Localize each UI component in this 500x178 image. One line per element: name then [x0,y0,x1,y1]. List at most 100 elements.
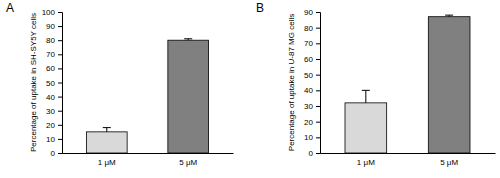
tick-mark [58,40,62,41]
tick-mark [316,122,320,123]
tick-mark [58,111,62,112]
tick-label: 5 μM [179,158,197,167]
tick: 80 [304,24,320,33]
tick-label: 100 [42,8,56,17]
y-axis: 0 10 20 30 40 50 60 70 80 90 100 [42,8,63,158]
panel-label: B [256,1,264,15]
tick-mark [316,28,320,29]
error-bar [362,90,370,103]
tick-label: 40 [46,93,55,102]
tick-label: 30 [46,107,55,116]
tick-mark [316,90,320,91]
tick-label: 1 μM [357,158,375,167]
tick-label: 60 [304,55,313,64]
error-bar [103,128,111,132]
tick-label: 80 [304,24,313,33]
bar [86,132,127,153]
error-bar [445,15,453,17]
tick-label: 70 [304,39,313,48]
tick-mark [58,54,62,55]
tick-label: 30 [304,102,313,111]
panel: 0 10 20 30 40 50 60 70 80 90 100 1 μM 5 μM Percentage… [6,1,234,167]
tick: 10 [46,135,62,144]
axis-line [58,13,63,154]
tick-mark [316,75,320,76]
tick-label: 20 [46,121,55,130]
tick: 20 [46,121,62,130]
bar [345,103,387,153]
tick: 90 [46,22,62,31]
tick-mark [58,139,62,140]
error-bar-cap [445,15,453,16]
tick-label: 50 [304,71,313,80]
axis-line [63,153,234,154]
tick-mark [58,68,62,69]
plot-area [345,15,470,153]
tick-mark [316,59,320,60]
tick-mark [316,12,320,13]
tick-label: 0 [51,149,56,158]
tick-label: 60 [46,64,55,73]
tick-label: 20 [304,118,313,127]
tick-mark [316,137,320,138]
tick-label: 10 [304,133,313,142]
tick-label: 5 μM [440,158,458,167]
tick: 40 [304,86,320,95]
error-bar [184,39,192,40]
tick: 5 μM [179,153,197,167]
bar [168,40,209,153]
tick-mark [316,106,320,107]
tick-mark [58,153,62,154]
tick: 70 [46,50,62,59]
bar [428,17,470,153]
tick: 70 [304,39,320,48]
y-axis-title: Percentage of uptake in SH-SY5Y cells [29,13,38,152]
plot-area [86,39,208,153]
panel: 0 10 20 30 40 50 60 70 80 90 1 μM 5 μM Percentage of… [256,1,496,167]
panel-label: A [6,1,14,15]
tick-mark [58,97,62,98]
tick-mark [58,12,62,13]
tick: 30 [46,107,62,116]
tick-mark [316,43,320,44]
tick-mark [58,83,62,84]
tick-label: 90 [46,22,55,31]
tick: 90 [304,8,320,17]
y-axis-title: Percentage of uptake in U-87 MG cells [287,14,296,151]
axis-line [321,153,496,154]
error-bar-cap [103,127,111,128]
tick: 40 [46,93,62,102]
tick-label: 1 μM [98,158,116,167]
error-bar-cap [362,90,370,91]
tick-label: 50 [46,79,55,88]
x-axis: 1 μM 5 μM [63,153,234,167]
error-bar-stem [106,128,107,132]
y-axis: 0 10 20 30 40 50 60 70 80 90 [304,8,320,158]
tick: 5 μM [440,153,458,167]
tick-label: 70 [46,50,55,59]
tick: 50 [304,71,320,80]
tick: 80 [46,36,62,45]
tick-label: 80 [46,36,55,45]
error-bar-stem [365,90,366,103]
tick-mark [58,125,62,126]
tick: 60 [304,55,320,64]
figure: 01020304050607080901001 μM5 μMPercentage… [0,0,500,178]
tick: 10 [304,133,320,142]
tick: 0 [309,149,320,158]
tick: 50 [46,79,62,88]
tick: 100 [42,8,62,17]
axis-line [316,13,321,154]
tick: 20 [304,118,320,127]
tick: 30 [304,102,320,111]
tick-mark [58,26,62,27]
tick: 1 μM [357,153,375,167]
tick-label: 10 [46,135,55,144]
tick-label: 90 [304,8,313,17]
tick: 60 [46,64,62,73]
error-bar-cap [184,38,192,39]
tick-mark [316,153,320,154]
x-axis: 1 μM 5 μM [321,153,496,167]
tick: 0 [51,149,62,158]
tick: 1 μM [98,153,116,167]
